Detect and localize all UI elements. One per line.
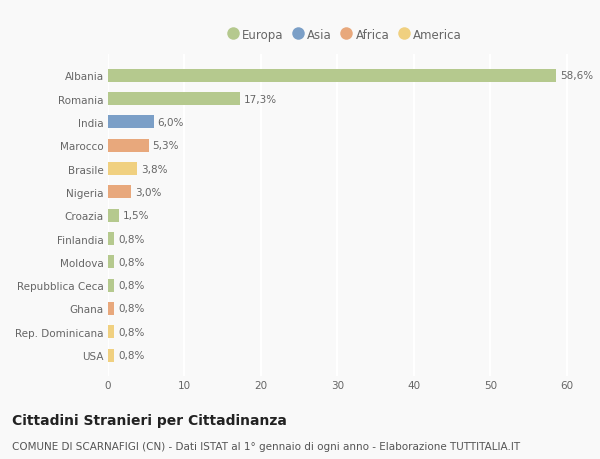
Bar [108, 256, 114, 269]
Bar [108, 163, 137, 176]
Bar [108, 326, 114, 338]
Bar [108, 209, 119, 222]
Text: 17,3%: 17,3% [244, 95, 277, 104]
Bar [108, 116, 154, 129]
Text: 5,3%: 5,3% [152, 141, 179, 151]
Text: COMUNE DI SCARNAFIGI (CN) - Dati ISTAT al 1° gennaio di ogni anno - Elaborazione: COMUNE DI SCARNAFIGI (CN) - Dati ISTAT a… [12, 441, 520, 451]
Text: 0,8%: 0,8% [118, 350, 145, 360]
Bar [108, 93, 240, 106]
Text: 0,8%: 0,8% [118, 304, 145, 314]
Bar [108, 349, 114, 362]
Bar [108, 70, 556, 83]
Text: 3,0%: 3,0% [135, 187, 161, 197]
Bar [108, 233, 114, 246]
Text: 0,8%: 0,8% [118, 257, 145, 267]
Legend: Europa, Asia, Africa, America: Europa, Asia, Africa, America [228, 29, 462, 42]
Text: 0,8%: 0,8% [118, 280, 145, 291]
Bar [108, 302, 114, 315]
Text: 0,8%: 0,8% [118, 327, 145, 337]
Bar [108, 140, 149, 152]
Text: 6,0%: 6,0% [158, 118, 184, 128]
Text: 0,8%: 0,8% [118, 234, 145, 244]
Bar [108, 186, 131, 199]
Bar [108, 279, 114, 292]
Text: 1,5%: 1,5% [123, 211, 150, 221]
Text: Cittadini Stranieri per Cittadinanza: Cittadini Stranieri per Cittadinanza [12, 413, 287, 427]
Text: 58,6%: 58,6% [560, 71, 593, 81]
Text: 3,8%: 3,8% [141, 164, 167, 174]
